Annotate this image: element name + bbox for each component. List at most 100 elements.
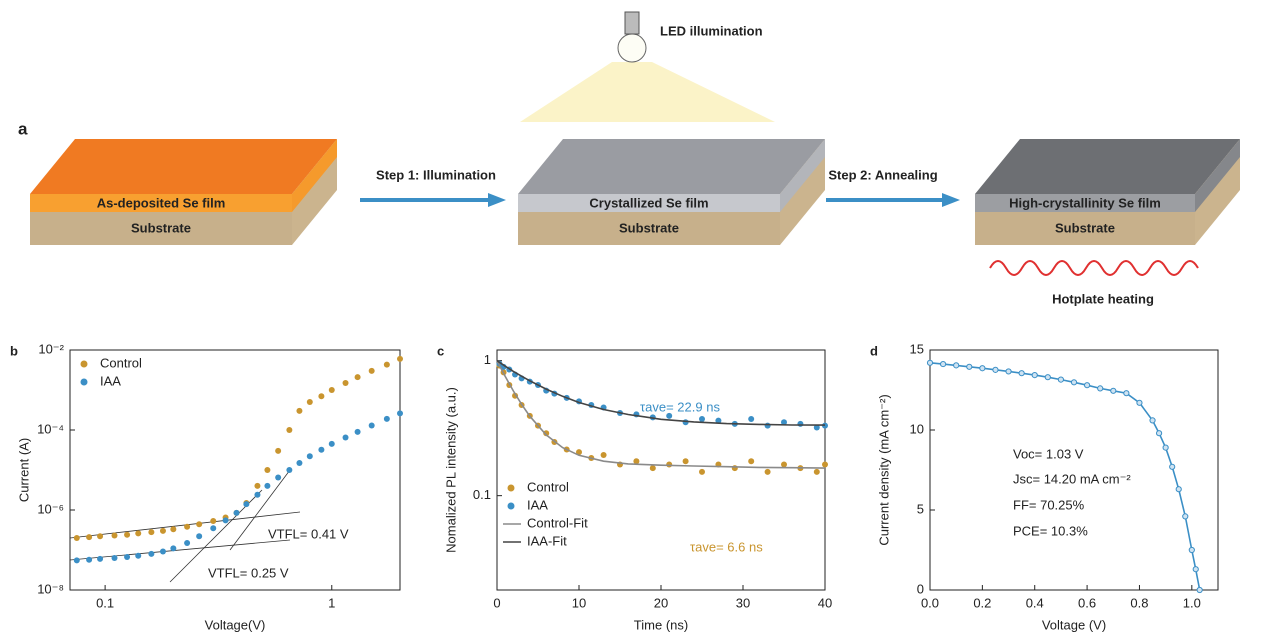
data-point — [1124, 391, 1129, 396]
data-point — [234, 510, 240, 516]
data-point — [223, 517, 229, 523]
data-point — [86, 534, 92, 540]
data-point — [86, 557, 92, 563]
data-point — [633, 458, 639, 464]
panel-label: a — [18, 119, 28, 138]
data-point — [343, 434, 349, 440]
panel-label: b — [10, 343, 18, 358]
annotation: VTFL= 0.41 V — [268, 526, 349, 541]
arrow-head — [488, 193, 506, 207]
step-label: Step 2: Annealing — [828, 167, 937, 182]
y-tick-label: 1 — [484, 352, 491, 367]
data-point — [307, 399, 313, 405]
data-point — [384, 362, 390, 368]
data-point — [384, 416, 390, 422]
data-point — [683, 419, 689, 425]
data-point — [343, 380, 349, 386]
data-point — [74, 557, 80, 563]
data-point — [748, 416, 754, 422]
data-point — [369, 368, 375, 374]
x-tick-label: 0 — [493, 595, 500, 610]
data-point — [135, 553, 141, 559]
data-point — [954, 363, 959, 368]
data-point — [1098, 386, 1103, 391]
film-label: Crystallized Se film — [589, 195, 708, 210]
data-point — [650, 465, 656, 471]
y-axis-label: Current (A) — [16, 438, 31, 502]
data-point — [397, 356, 403, 362]
data-point — [160, 548, 166, 554]
x-axis-label: Voltage (V) — [1042, 617, 1106, 632]
x-tick-label: 10 — [572, 595, 586, 610]
panel-label: c — [437, 343, 444, 358]
data-point — [1156, 431, 1161, 436]
data-point — [699, 416, 705, 422]
data-point — [318, 393, 324, 399]
data-point — [927, 360, 932, 365]
y-axis-label: Current density (mA cm⁻²) — [876, 394, 891, 545]
data-point — [160, 528, 166, 534]
data-point — [286, 467, 292, 473]
heating-wave — [990, 261, 1198, 275]
film-label: High-crystallinity Se film — [1009, 195, 1161, 210]
data-point — [1170, 464, 1175, 469]
y-tick-label: 15 — [910, 341, 924, 356]
data-point — [1032, 373, 1037, 378]
x-tick-label: 0.8 — [1130, 595, 1148, 610]
data-point — [210, 518, 216, 524]
annotation: VTFL= 0.25 V — [208, 565, 289, 580]
data-point — [1189, 547, 1194, 552]
x-tick-label: 20 — [654, 595, 668, 610]
bulb-base — [625, 12, 639, 34]
y-tick-label: 10 — [910, 421, 924, 436]
figure: a LED illumination As-deposited Se film … — [0, 0, 1264, 643]
legend-swatch — [508, 485, 515, 492]
data-point — [1150, 418, 1155, 423]
data-point — [1071, 380, 1076, 385]
legend-label: Control — [527, 479, 569, 494]
arrow-head — [942, 193, 960, 207]
data-point — [275, 474, 281, 480]
data-point — [980, 366, 985, 371]
data-point — [1176, 487, 1181, 492]
x-tick-label: 1 — [328, 595, 335, 610]
x-tick-label: 30 — [736, 595, 750, 610]
data-point — [210, 525, 216, 531]
data-point — [683, 458, 689, 464]
page: a LED illumination As-deposited Se film … — [0, 0, 1264, 643]
data-point — [254, 483, 260, 489]
data-point — [196, 521, 202, 527]
legend-label: IAA — [100, 373, 121, 388]
y-tick-label: 0 — [917, 581, 924, 596]
data-point — [1111, 388, 1116, 393]
data-point — [111, 555, 117, 561]
data-point — [124, 554, 130, 560]
y-tick-label: 0.1 — [473, 487, 491, 502]
substrate-label: Substrate — [1055, 220, 1115, 235]
legend-swatch — [81, 361, 88, 368]
data-point — [264, 467, 270, 473]
plot-frame — [497, 350, 825, 590]
x-tick-label: 0.4 — [1026, 595, 1044, 610]
data-point — [765, 423, 771, 429]
heating-label: Hotplate heating — [1052, 291, 1154, 306]
data-point — [318, 447, 324, 453]
data-point — [124, 532, 130, 538]
data-point — [601, 452, 607, 458]
data-point — [369, 422, 375, 428]
x-tick-label: 0.1 — [96, 595, 114, 610]
film-label: As-deposited Se film — [97, 195, 226, 210]
led-label: LED illumination — [660, 23, 763, 38]
data-point — [196, 533, 202, 539]
data-point — [307, 453, 313, 459]
data-point — [1006, 369, 1011, 374]
x-tick-label: 0.6 — [1078, 595, 1096, 610]
annotation: τave= 22.9 ns — [640, 399, 720, 414]
data-point — [170, 526, 176, 532]
data-point — [243, 501, 249, 507]
data-point — [1058, 377, 1063, 382]
data-point — [296, 460, 302, 466]
data-point — [170, 545, 176, 551]
data-point — [1045, 375, 1050, 380]
data-point — [1183, 514, 1188, 519]
